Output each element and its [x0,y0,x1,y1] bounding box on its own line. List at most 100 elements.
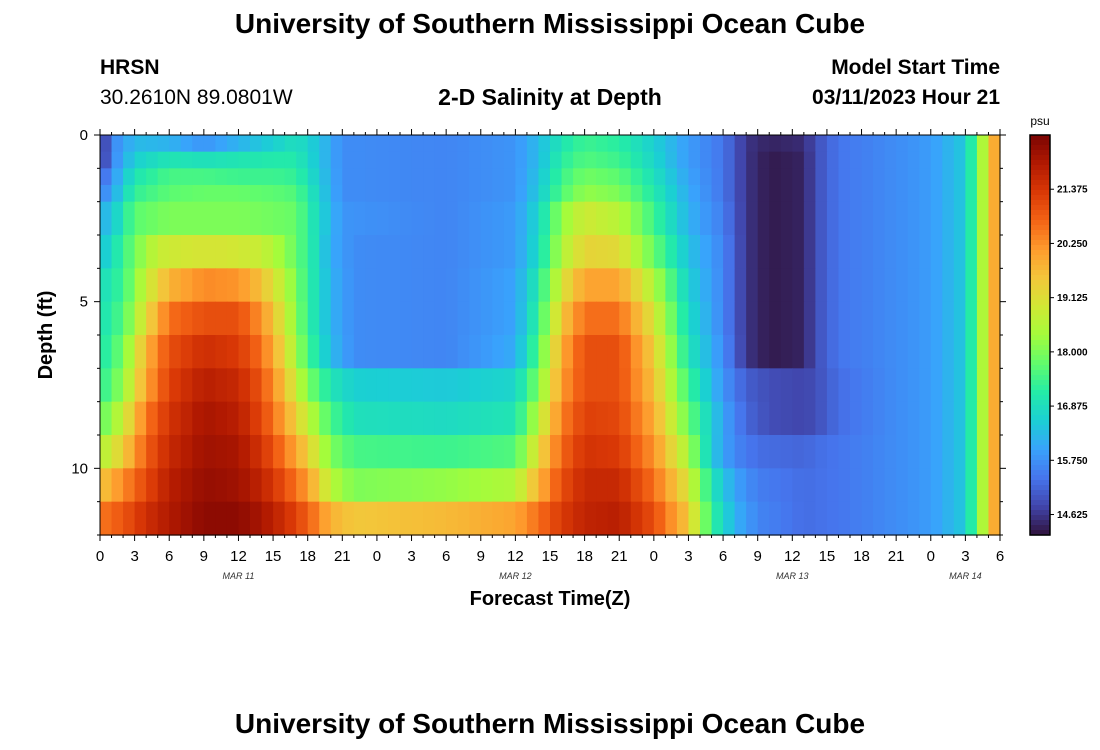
heatmap-cell [388,235,401,269]
heatmap-cell [123,201,136,236]
colorbar: 14.625 15.750 16.875 18.000 19.125 20.250 21.3… [1029,134,1088,536]
heatmap-cell [157,368,170,403]
heatmap-cell [203,235,216,269]
heatmap-cell [250,135,263,153]
heatmap-cell [619,368,632,403]
heatmap-cell [688,301,701,336]
heatmap-cell [157,185,170,203]
colorbar-segment [1030,440,1050,446]
heatmap-cell [907,135,920,153]
colorbar-segment [1030,280,1050,286]
heatmap-cell [169,168,182,186]
y-tick-label: 10 [71,460,88,477]
heatmap-cell [769,301,782,336]
heatmap-cell [503,168,516,186]
heatmap-cell [550,435,563,469]
heatmap-cell [653,435,666,469]
colorbar-tick-label: 16.875 [1057,402,1088,413]
heatmap-cell [930,185,943,203]
heatmap-cell [307,201,320,236]
heatmap-cell [261,168,274,186]
heatmap-cell [330,151,343,169]
heatmap-cell [792,468,805,503]
heatmap-cell [330,435,343,469]
colorbar-segment [1030,245,1050,251]
heatmap-cell [642,401,655,436]
heatmap-cell [873,235,886,269]
heatmap-cell [226,335,240,369]
heatmap-cell [365,168,378,186]
heatmap-cell [111,401,124,436]
heatmap-cell [123,151,136,169]
heatmap-cell [423,501,436,536]
heatmap-cell [100,301,113,336]
heatmap-cell [953,168,966,186]
heatmap-cell [584,235,597,269]
heatmap-cell [746,501,759,536]
heatmap-cell [700,501,713,536]
heatmap-cell [146,501,159,536]
heatmap-cell [688,335,701,369]
heatmap-cell [273,401,286,436]
heatmap-cell [480,368,493,403]
x-tick-label: 9 [754,548,762,565]
heatmap-cell [111,468,124,503]
heatmap-cell [411,135,424,153]
heatmap-cell [676,501,690,536]
heatmap-cell [400,135,413,153]
heatmap-cell [688,201,701,236]
heatmap-cell [480,201,493,236]
heatmap-cell [388,185,401,203]
heatmap-cell [123,435,136,469]
heatmap-cell [630,185,643,203]
heatmap-cell [573,151,586,169]
heatmap-cell [100,368,113,403]
heatmap-cell [815,468,828,503]
heatmap-cell [434,268,447,303]
heatmap-cell [111,368,124,403]
heatmap-cell [988,501,1001,536]
heatmap-cell [330,501,343,536]
heatmap-cell [873,435,886,469]
colorbar-segment [1030,285,1050,291]
heatmap-cell [215,151,228,169]
heatmap-cell [330,268,343,303]
heatmap-cell [100,501,113,536]
heatmap-cell [953,268,966,303]
heatmap-cell [169,401,182,436]
heatmap-cell [203,335,216,369]
heatmap-cell [157,268,170,303]
heatmap-cell [884,201,897,236]
heatmap-cell [250,368,263,403]
heatmap-cell [988,268,1001,303]
heatmap-cell [596,201,609,236]
heatmap-cell [976,268,990,303]
heatmap-cell [457,435,470,469]
heatmap-cell [561,301,574,336]
heatmap-cell [538,468,551,503]
heatmap-cell [630,168,643,186]
heatmap-cell [665,235,678,269]
heatmap-cell [376,168,390,186]
heatmap-cell [976,435,990,469]
heatmap-cell [365,335,378,369]
heatmap-cell [850,435,863,469]
heatmap-cell [342,135,355,153]
heatmap-cell [930,151,943,169]
heatmap-cell [665,151,678,169]
heatmap-cell [861,201,874,236]
heatmap-cell [700,135,713,153]
heatmap-cell [815,268,828,303]
heatmap-cell [688,268,701,303]
heatmap-cell [642,468,655,503]
x-tick-label: 0 [927,548,935,565]
heatmap-cell [792,335,805,369]
colorbar-segment [1030,175,1050,181]
heatmap-cell [157,501,170,536]
heatmap-cell [873,468,886,503]
x-tick-label: 12 [784,548,801,565]
heatmap-cell [515,235,528,269]
heatmap-cell [965,368,978,403]
heatmap-cell [561,468,574,503]
heatmap-cell [353,201,366,236]
